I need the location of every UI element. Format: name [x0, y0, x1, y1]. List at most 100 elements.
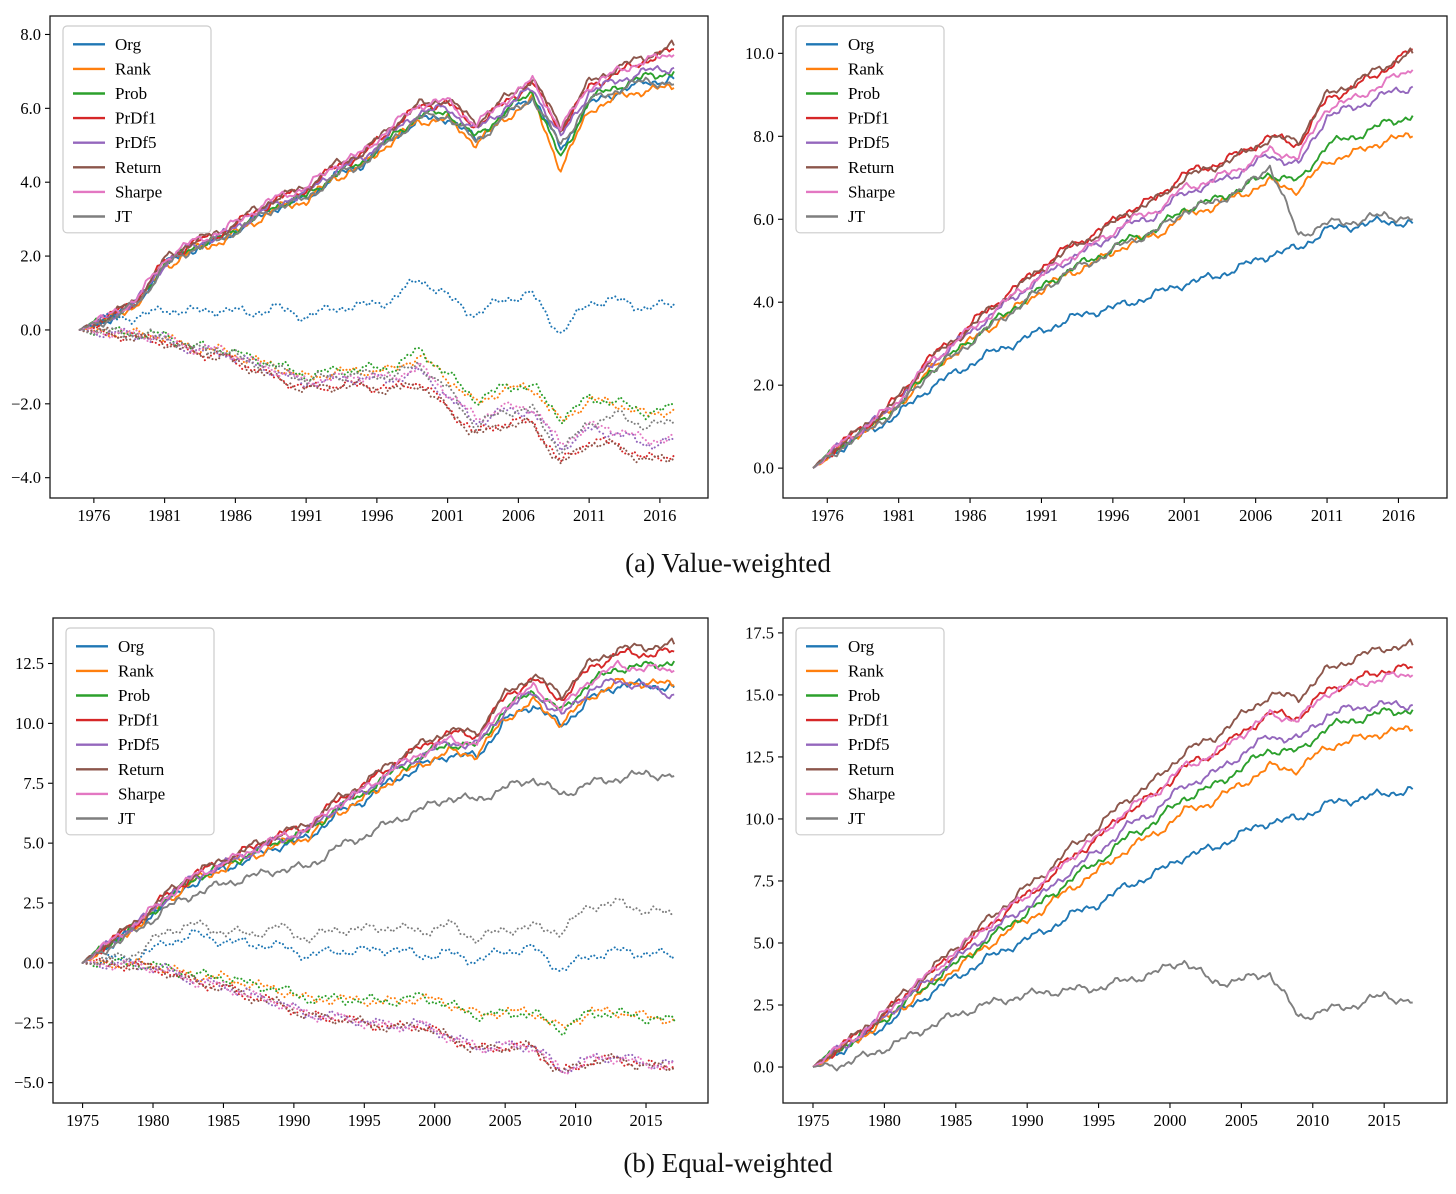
x-tick-label: 2000: [418, 1111, 451, 1130]
legend-label-org: Org: [118, 637, 145, 656]
plot-frame: [782, 15, 1448, 499]
y-tick-label: 2.5: [23, 894, 44, 913]
x-tick-label: 2016: [1382, 506, 1415, 525]
series-prdf1: [79, 47, 675, 331]
y-tick-label: 7.5: [23, 774, 44, 793]
legend-label-prob: Prob: [848, 84, 880, 103]
legend-label-return: Return: [118, 760, 165, 779]
legend-label-prdf1: PrDf1: [115, 109, 157, 128]
x-tick-label: 1996: [1096, 506, 1129, 525]
plot-frame: [49, 15, 709, 499]
legend-label-return: Return: [848, 760, 895, 779]
series-prob-dotted: [81, 956, 676, 1036]
series-sharpe-dotted: [81, 958, 676, 1076]
series-sharpe: [79, 53, 675, 331]
x-tick-label: 1981: [148, 506, 181, 525]
y-tick-label: 5.0: [23, 834, 44, 853]
series-org-dotted: [81, 928, 676, 972]
series-sharpe: [812, 671, 1414, 1068]
series-jt: [82, 769, 675, 964]
series-jt: [812, 959, 1413, 1072]
x-tick-label: 1980: [137, 1111, 170, 1130]
x-tick-label: 1990: [277, 1111, 310, 1130]
y-tick-label: 12.5: [745, 747, 774, 766]
legend-label-prdf5: PrDf5: [118, 735, 160, 754]
series-prdf1-dotted: [81, 957, 676, 1073]
plot-frame: [52, 617, 709, 1104]
caption-value-weighted: (a) Value-weighted: [625, 548, 831, 578]
x-tick-label: 2005: [1225, 1111, 1258, 1130]
x-tick-label: 1985: [207, 1111, 240, 1130]
series-rank: [812, 725, 1414, 1068]
legend-label-jt: JT: [118, 809, 136, 828]
y-tick-label: 0.0: [753, 1058, 774, 1077]
x-tick-label: 1985: [939, 1111, 972, 1130]
y-tick-label: 5.0: [753, 933, 774, 952]
x-tick-label: 2015: [630, 1111, 663, 1130]
legend-label-sharpe: Sharpe: [848, 784, 895, 803]
series-jt-dotted: [78, 326, 675, 456]
x-tick-label: 2006: [502, 506, 535, 525]
x-tick-label: 1975: [66, 1111, 99, 1130]
x-tick-label: 1986: [219, 506, 252, 525]
y-tick-label: 0.0: [20, 320, 41, 339]
legend-label-jt: JT: [848, 809, 866, 828]
y-tick-label: 8.0: [753, 127, 774, 146]
legend-label-rank: Rank: [115, 59, 151, 78]
x-tick-label: 2016: [643, 506, 676, 525]
y-tick-label: 2.5: [753, 996, 774, 1015]
y-tick-label: 2.0: [20, 247, 41, 266]
series-prdf1-dotted: [78, 325, 675, 463]
legend-label-prdf1: PrDf1: [848, 109, 890, 128]
y-tick-label: 6.0: [753, 210, 774, 229]
x-tick-label: 1986: [954, 506, 987, 525]
legend-label-jt: JT: [848, 207, 866, 226]
legend-label-sharpe: Sharpe: [115, 182, 162, 201]
legend-label-return: Return: [115, 158, 162, 177]
series-rank: [82, 677, 675, 964]
x-tick-label: 2001: [1168, 506, 1201, 525]
legend-box: [62, 25, 212, 234]
y-tick-label: −5.0: [14, 1073, 44, 1092]
x-tick-label: 2001: [431, 506, 464, 525]
series-return-dotted: [78, 326, 675, 465]
legend-label-prdf1: PrDf1: [848, 711, 890, 730]
series-org: [812, 786, 1414, 1068]
y-tick-label: 10.0: [15, 714, 44, 733]
y-tick-label: 6.0: [20, 99, 41, 118]
series-sharpe: [82, 659, 675, 964]
series-prdf5-dotted: [81, 957, 676, 1075]
x-tick-label: 1981: [882, 506, 915, 525]
y-tick-label: 10.0: [745, 809, 774, 828]
series-prob-dotted: [78, 325, 675, 425]
legend-box: [795, 627, 945, 836]
x-tick-label: 1991: [1025, 506, 1058, 525]
x-tick-label: 1990: [1011, 1111, 1044, 1130]
x-tick-label: 1975: [796, 1111, 829, 1130]
legend-box: [795, 25, 945, 234]
y-tick-label: 4.0: [20, 173, 41, 192]
legend-label-return: Return: [848, 158, 895, 177]
legend-label-rank: Rank: [848, 661, 884, 680]
y-tick-label: −4.0: [11, 468, 41, 487]
x-tick-label: 2005: [489, 1111, 522, 1130]
y-tick-label: 15.0: [745, 685, 774, 704]
legend-label-org: Org: [848, 637, 875, 656]
x-tick-label: 2006: [1239, 506, 1272, 525]
legend-label-org: Org: [115, 35, 142, 54]
y-tick-label: 4.0: [753, 293, 774, 312]
y-tick-label: 0.0: [23, 953, 44, 972]
series-rank-dotted: [78, 326, 675, 422]
x-tick-label: 2015: [1368, 1111, 1401, 1130]
legend-label-rank: Rank: [848, 59, 884, 78]
x-tick-label: 1995: [348, 1111, 381, 1130]
y-tick-label: 7.5: [753, 871, 774, 890]
x-tick-label: 1996: [360, 506, 393, 525]
x-tick-label: 2011: [573, 506, 605, 525]
series-prdf5: [812, 700, 1414, 1068]
series-jt-dotted: [81, 897, 676, 967]
series-org-dotted: [78, 278, 675, 335]
legend-label-prdf1: PrDf1: [118, 711, 160, 730]
x-tick-label: 2010: [1296, 1111, 1329, 1130]
